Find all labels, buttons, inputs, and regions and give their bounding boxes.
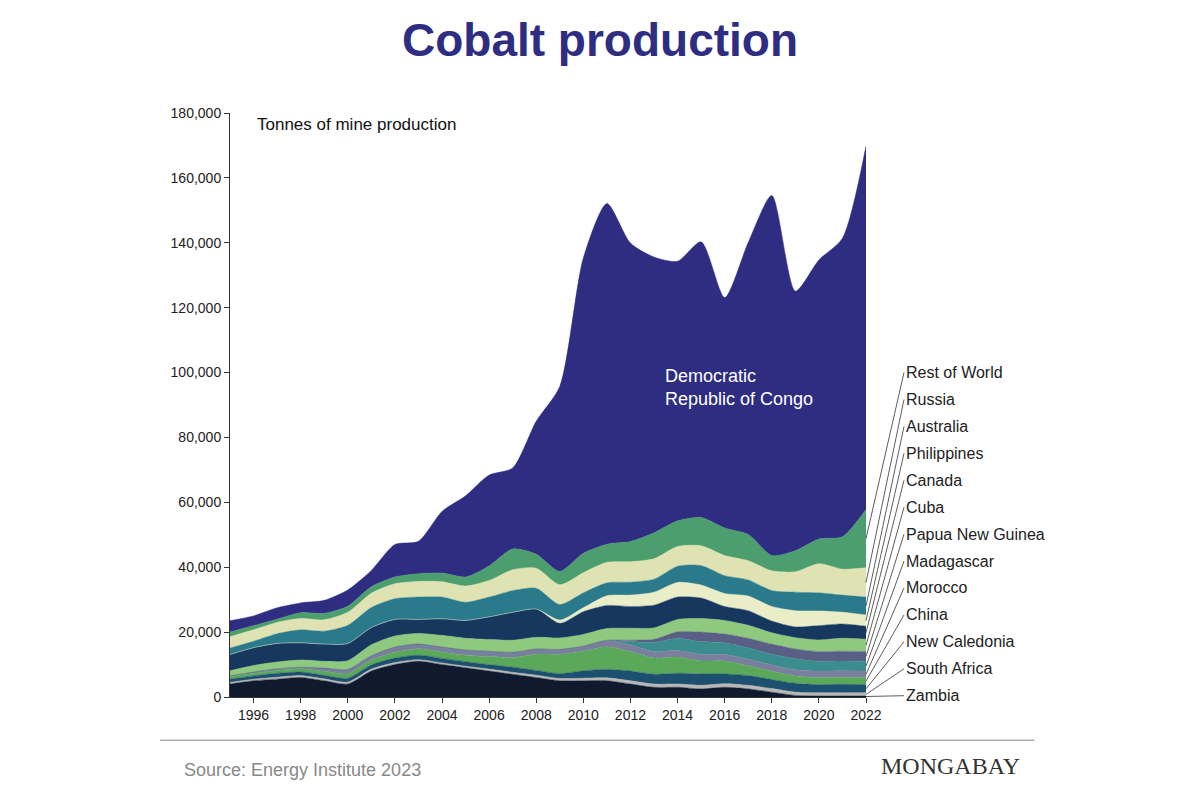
svg-text:2016: 2016 bbox=[709, 707, 740, 723]
svg-text:140,000: 140,000 bbox=[171, 235, 222, 251]
svg-text:Philippines: Philippines bbox=[906, 445, 983, 462]
svg-text:180,000: 180,000 bbox=[171, 105, 222, 121]
svg-text:40,000: 40,000 bbox=[178, 559, 221, 575]
svg-text:2020: 2020 bbox=[803, 707, 834, 723]
svg-text:Cobalt production: Cobalt production bbox=[402, 14, 798, 66]
svg-text:South Africa: South Africa bbox=[906, 660, 992, 677]
svg-text:2014: 2014 bbox=[662, 707, 693, 723]
svg-text:New Caledonia: New Caledonia bbox=[906, 633, 1015, 650]
svg-text:80,000: 80,000 bbox=[178, 429, 221, 445]
svg-text:100,000: 100,000 bbox=[171, 364, 222, 380]
svg-text:2008: 2008 bbox=[521, 707, 552, 723]
svg-text:China: China bbox=[906, 606, 948, 623]
svg-text:2010: 2010 bbox=[568, 707, 599, 723]
svg-text:Australia: Australia bbox=[906, 418, 968, 435]
svg-text:2018: 2018 bbox=[756, 707, 787, 723]
svg-text:2004: 2004 bbox=[426, 707, 457, 723]
svg-text:Cuba: Cuba bbox=[906, 499, 944, 516]
svg-text:2012: 2012 bbox=[615, 707, 646, 723]
svg-text:DemocraticRepublic of Congo: DemocraticRepublic of Congo bbox=[665, 366, 813, 409]
svg-text:0: 0 bbox=[213, 689, 221, 705]
svg-text:120,000: 120,000 bbox=[171, 300, 222, 316]
svg-text:Rest of World: Rest of World bbox=[906, 364, 1003, 381]
svg-text:MONGABAY: MONGABAY bbox=[881, 753, 1020, 779]
svg-text:160,000: 160,000 bbox=[171, 170, 222, 186]
svg-text:20,000: 20,000 bbox=[178, 624, 221, 640]
svg-text:60,000: 60,000 bbox=[178, 494, 221, 510]
svg-text:Zambia: Zambia bbox=[906, 687, 959, 704]
svg-text:Morocco: Morocco bbox=[906, 579, 967, 596]
svg-text:2022: 2022 bbox=[850, 707, 881, 723]
svg-text:Papua New Guinea: Papua New Guinea bbox=[906, 526, 1045, 543]
svg-text:Source: Energy Institute 2023: Source: Energy Institute 2023 bbox=[184, 760, 421, 780]
svg-text:1996: 1996 bbox=[238, 707, 269, 723]
svg-text:2000: 2000 bbox=[332, 707, 363, 723]
svg-text:Madagascar: Madagascar bbox=[906, 553, 995, 570]
svg-text:1998: 1998 bbox=[285, 707, 316, 723]
svg-text:Tonnes of mine production: Tonnes of mine production bbox=[257, 115, 456, 134]
svg-text:2002: 2002 bbox=[379, 707, 410, 723]
svg-text:2006: 2006 bbox=[474, 707, 505, 723]
svg-text:Canada: Canada bbox=[906, 472, 962, 489]
svg-text:Russia: Russia bbox=[906, 391, 955, 408]
